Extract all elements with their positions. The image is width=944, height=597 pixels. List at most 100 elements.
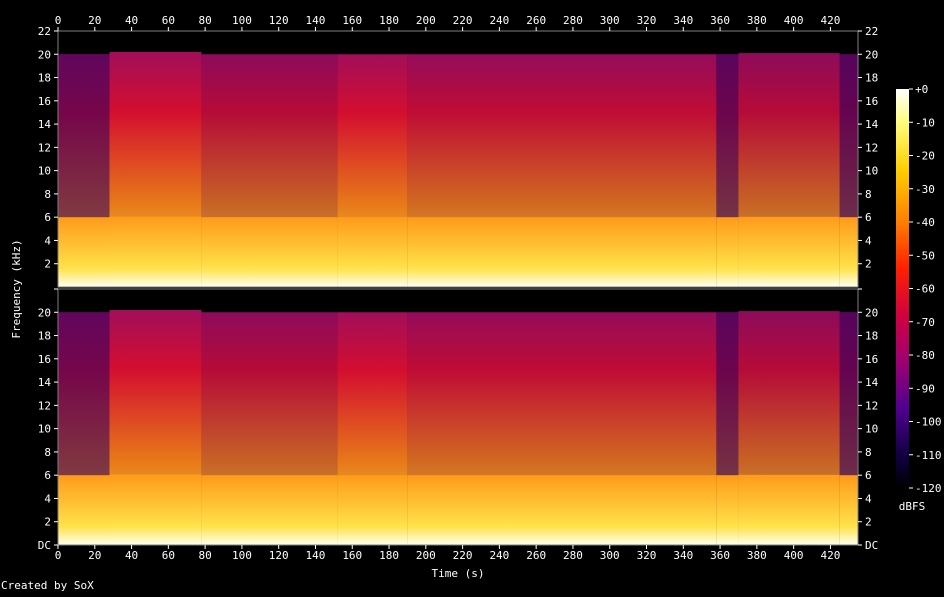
channel-frame [57,30,859,288]
x-tick-label: 240 [489,549,509,562]
y-tick-label: 18 [865,72,878,85]
segment-shade [407,312,717,476]
y-tick-label: 10 [38,423,51,436]
colorbar-tick-label: -110 [915,449,942,462]
channel-frame [57,288,859,546]
x-tick-label: 80 [199,549,212,562]
y-tick-label: 18 [38,330,51,343]
segment-shade [407,54,717,218]
y-tick-label: 4 [865,492,872,505]
y-tick-label: 6 [865,211,872,224]
y-tick-label: 4 [44,234,51,247]
x-tick-label: 120 [269,14,289,27]
x-tick-label: 100 [232,14,252,27]
y-tick-label: 4 [44,492,51,505]
x-tick-label: 320 [637,14,657,27]
y-tick-label: 20 [865,48,878,61]
y-tick-label: 4 [865,234,872,247]
y-tick-label: 14 [38,376,52,389]
x-tick-label: 400 [784,14,804,27]
segment-shade [58,54,110,218]
x-tick-label: 40 [125,549,138,562]
x-tick-label: 120 [269,549,289,562]
segment-shade [337,54,408,218]
segment-shade [109,51,202,217]
colorbar-ticks: +0 -10 -20 -30 -40 -50 -60 -70 -80 -90 -100 -110 -12… [909,83,942,495]
y-tick-label: 10 [38,165,51,178]
x-tick-label: 200 [416,549,436,562]
segment-shade [716,312,739,476]
y-tick-label: 22 [38,25,51,38]
segment [337,54,408,287]
channel-2 [58,289,858,545]
x-tick-label: 380 [747,14,767,27]
segment [109,309,202,545]
y-tick-label: DC [38,539,51,552]
colorbar-tick-label: -100 [915,416,942,429]
x-tick-label: 400 [784,549,804,562]
segment-shade [109,309,202,475]
segment [201,54,338,287]
colorbar-tick-label: -60 [915,283,935,296]
x-tick-label: 160 [342,549,362,562]
x-tick-label: 40 [125,14,138,27]
y-tick-label: 8 [865,188,872,201]
x-tick-label: 220 [453,549,473,562]
spectrogram-channels [58,31,858,545]
colorbar-tick-label: -80 [915,349,935,362]
x-tick-label: 200 [416,14,436,27]
segment [201,312,338,545]
segment-shade [738,311,840,475]
y-tick-label: 2 [44,516,51,529]
y-tick-label: 10 [865,165,878,178]
y-tick-label: 16 [865,95,878,108]
x-tick-label: 360 [710,14,730,27]
y-tick-label: 2 [865,516,872,529]
segment-shade [839,312,858,476]
x-tick-label: 420 [820,14,840,27]
y-tick-label: 8 [865,446,872,459]
segment-shade [337,312,408,476]
x-axis-label: Time (s) [432,567,485,580]
colorbar-tick-label: -50 [915,249,935,262]
credit-text: Created by SoX [1,579,94,592]
y-tick-label: 20 [38,306,51,319]
x-tick-label: 280 [563,14,583,27]
y-tick-label: DC [865,539,878,552]
colorbar-tick-label: -40 [915,216,935,229]
colorbar-tick-label: -30 [915,183,935,196]
y-tick-label: 2 [865,258,872,271]
x-tick-label: 180 [379,549,399,562]
y-tick-label: 20 [865,306,878,319]
x-tick-label: 360 [710,549,730,562]
y-tick-label: 14 [865,118,879,131]
y-tick-label: 22 [865,25,878,38]
x-tick-label: 20 [88,549,101,562]
colorbar [896,89,909,488]
y-tick-label: 8 [44,188,51,201]
colorbar-tick-label: -90 [915,382,935,395]
x-tick-label: 240 [489,14,509,27]
y-tick-label: 6 [865,469,872,482]
x-tick-label: 0 [55,14,62,27]
y-tick-label: 12 [38,141,51,154]
segment-shade [839,54,858,218]
segment [407,312,717,545]
x-tick-label: 100 [232,549,252,562]
y-tick-label: 18 [38,72,51,85]
x-tick-label: 180 [379,14,399,27]
x-tick-label: 300 [600,549,620,562]
x-tick-label: 220 [453,14,473,27]
y-tick-label: 16 [38,353,51,366]
y-tick-label: 18 [865,330,878,343]
x-tick-label: 260 [526,549,546,562]
x-tick-label: 320 [637,549,657,562]
y-tick-label: 16 [865,353,878,366]
segment [738,53,840,287]
y-tick-label: 16 [38,95,51,108]
segment-shade [58,312,110,476]
x-tick-label: 80 [199,14,212,27]
colorbar-tick-label: +0 [915,83,928,96]
x-tick-label: 60 [162,14,175,27]
